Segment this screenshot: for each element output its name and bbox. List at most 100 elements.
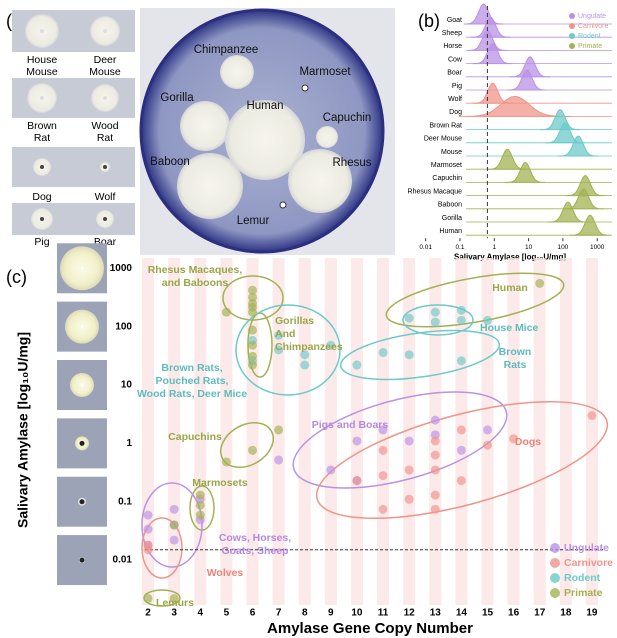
point — [248, 307, 257, 317]
point — [169, 504, 179, 514]
grid-stripe — [533, 258, 546, 605]
point — [587, 411, 597, 421]
ridge-label: Boar — [447, 70, 462, 77]
point — [404, 465, 414, 475]
point — [430, 490, 440, 500]
sample-dot — [40, 29, 44, 33]
x-tick-label: 11 — [378, 608, 389, 619]
plate-label: Marmoset — [299, 66, 351, 78]
annotation: Wood Rats, Deer Mice — [137, 388, 247, 400]
ridge — [472, 43, 513, 65]
grid-stripe — [350, 258, 363, 605]
point — [352, 476, 362, 486]
cluster-ellipse — [339, 329, 501, 381]
sample-dot — [40, 96, 44, 100]
x-axis-title: Salivary Amylase [log₁₀U/mg] — [454, 252, 566, 261]
point — [456, 425, 466, 435]
panel-label: (c) — [6, 267, 27, 287]
point — [483, 425, 492, 435]
point — [143, 510, 153, 520]
point — [169, 593, 179, 603]
point — [456, 476, 466, 486]
plate-label: Rhesus — [333, 157, 372, 169]
plate-photo — [12, 203, 135, 235]
grid-stripe — [220, 258, 233, 605]
ridge-label: Gorilla — [442, 215, 462, 222]
point — [248, 351, 257, 361]
point — [430, 307, 440, 317]
point — [352, 360, 362, 370]
x-tick-label: 14 — [456, 608, 468, 619]
clearing-zone — [316, 126, 338, 148]
point — [274, 345, 284, 355]
annotation: Brown Rats, — [161, 362, 222, 374]
grid-stripe — [403, 258, 416, 605]
annotation: Capuchins — [168, 431, 222, 443]
point — [248, 360, 257, 370]
point — [456, 356, 466, 366]
point — [378, 348, 388, 358]
grid-stripe — [298, 258, 311, 605]
point — [221, 457, 231, 467]
sample-dot — [103, 165, 107, 169]
clearing-zone — [177, 153, 243, 219]
plate-label: Dog — [32, 191, 51, 203]
plate-label: Rat — [34, 132, 50, 144]
point — [404, 350, 414, 360]
x-tick-label: 0.01 — [419, 244, 432, 251]
ridge-label: Human — [439, 228, 462, 235]
x-tick-label: 19 — [586, 608, 598, 619]
x-tick-label: 10 — [351, 608, 363, 619]
annotation: House Mice — [480, 322, 539, 334]
plate-label: Mouse — [89, 66, 121, 78]
point — [143, 524, 153, 534]
cluster-ellipse — [141, 517, 183, 579]
point — [143, 593, 153, 603]
point — [456, 305, 466, 315]
y-tick-label: 1 — [126, 438, 132, 449]
x-axis-title: Amylase Gene Copy Number — [267, 620, 473, 637]
grid-stripe — [507, 258, 520, 605]
legend-marker — [569, 23, 575, 29]
point — [430, 465, 440, 475]
ridge — [510, 56, 551, 78]
annotation: Gorillas — [275, 315, 314, 327]
y-axis-title: Salivary Amylase [log₁₀U/mg] — [15, 332, 31, 528]
annotation: Human — [492, 282, 528, 294]
legend-label: Primate — [578, 43, 602, 50]
y-tick-label: 100 — [115, 321, 132, 332]
ridge-label: Mouse — [441, 149, 462, 156]
ridge-label: Marmoset — [431, 162, 462, 169]
clearing-zone — [220, 55, 254, 89]
ridge-label: Cow — [448, 56, 463, 63]
cluster-ellipse — [385, 272, 565, 328]
legend-label: Ungulate — [578, 13, 606, 20]
point — [430, 317, 440, 327]
tick-dot — [79, 557, 85, 563]
annotation: Wolves — [207, 567, 244, 579]
point — [248, 285, 257, 295]
ridge-label: Brown Rat — [429, 122, 462, 129]
grid-stripe — [324, 258, 337, 605]
ridge — [458, 95, 571, 117]
ridge — [547, 201, 588, 223]
plate-label: Wolf — [95, 191, 116, 203]
x-tick-label: 3 — [171, 608, 177, 619]
point — [404, 313, 414, 323]
x-tick-label: 9 — [328, 608, 334, 619]
point — [404, 494, 414, 504]
x-tick-label: 7 — [276, 608, 282, 619]
tick-dot — [79, 440, 85, 446]
point — [535, 278, 545, 288]
legend-label: Rodent — [578, 33, 601, 40]
plate-label: House — [27, 54, 58, 66]
annotation: Rats — [504, 359, 527, 371]
point — [248, 325, 257, 335]
point — [378, 504, 388, 514]
plate-label: Human — [246, 100, 283, 112]
plate-label: Brown — [27, 120, 57, 132]
sample-dot — [103, 96, 107, 100]
plate-label: Lemur — [237, 215, 270, 227]
point — [456, 445, 466, 455]
ridge — [487, 148, 528, 170]
